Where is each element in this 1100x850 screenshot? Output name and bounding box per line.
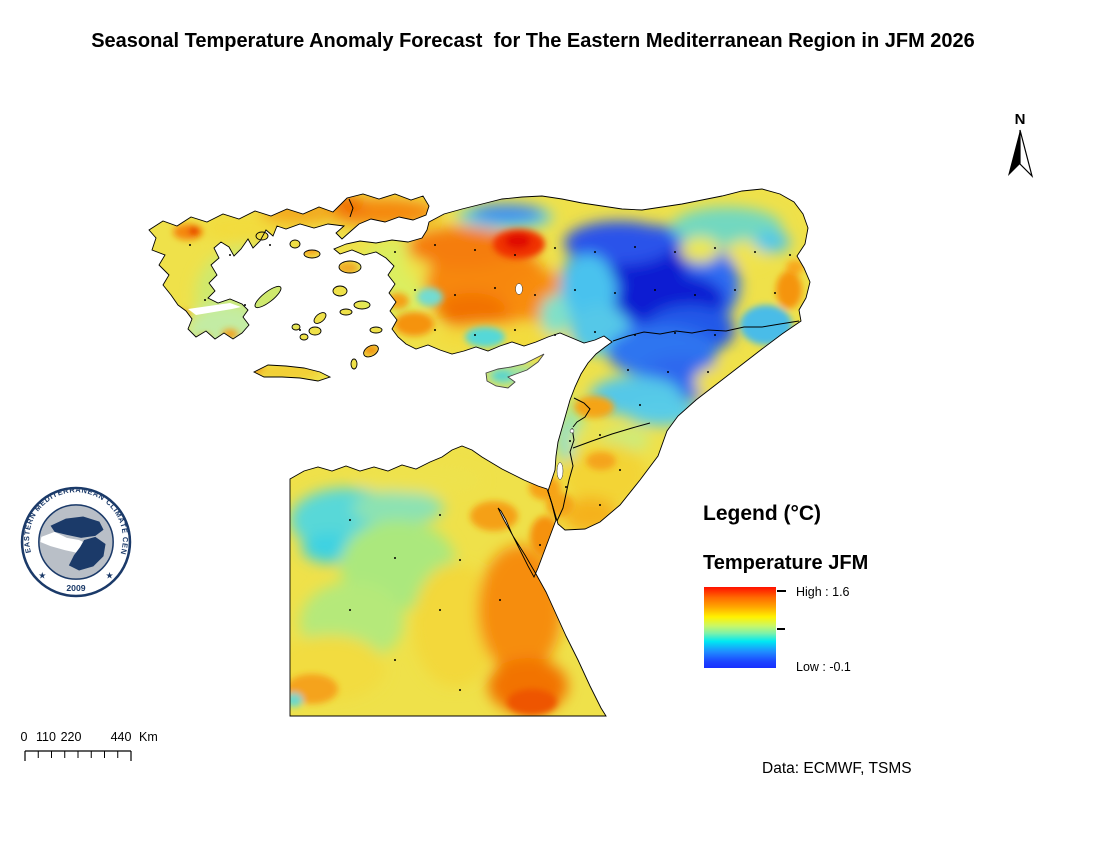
scale-label-440: 440 [110, 730, 132, 744]
scale-label-220: 220 [60, 730, 82, 744]
country-borders [348, 198, 800, 522]
lakes [515, 283, 575, 480]
logo-sea-shape [40, 531, 88, 554]
legend-low-label: Low : -0.1 [796, 660, 851, 674]
logo-star-right-icon: ★ [105, 571, 113, 581]
legend-tick-high [777, 590, 786, 592]
logo-levant-shape [68, 536, 106, 571]
data-attribution: Data: ECMWF, TSMS [762, 760, 912, 777]
legend-title: Legend (°C) [703, 502, 822, 525]
north-arrow-label: N [1015, 111, 1026, 128]
emcc-logo: EASTERN MEDITERRANEAN CLIMATE CENTRE ★ ★… [20, 486, 132, 598]
station-dots [189, 244, 791, 691]
logo-star-left-icon: ★ [38, 571, 46, 581]
legend-gradient [704, 587, 776, 668]
scale-label-0: 0 [20, 730, 28, 744]
scale-bar: 0 110 220 440 Km [18, 730, 198, 764]
legend-layer-name: Temperature JFM [703, 552, 869, 574]
scale-label-110: 110 [36, 730, 56, 744]
north-arrow-right-half [1019, 129, 1034, 178]
north-arrow: N [1008, 111, 1034, 178]
coastlines [148, 188, 811, 717]
scale-unit: Km [139, 730, 158, 744]
map-title: Seasonal Temperature Anomaly Forecast fo… [91, 30, 975, 52]
gulf-of-corinth [188, 303, 241, 315]
logo-anatolia-shape [50, 516, 104, 538]
scale-ruler [24, 750, 132, 761]
legend-tick-mid [777, 628, 785, 630]
legend-high-label: High : 1.6 [796, 585, 850, 599]
logo-year: 2009 [66, 583, 85, 593]
north-arrow-left-half [1008, 130, 1020, 176]
